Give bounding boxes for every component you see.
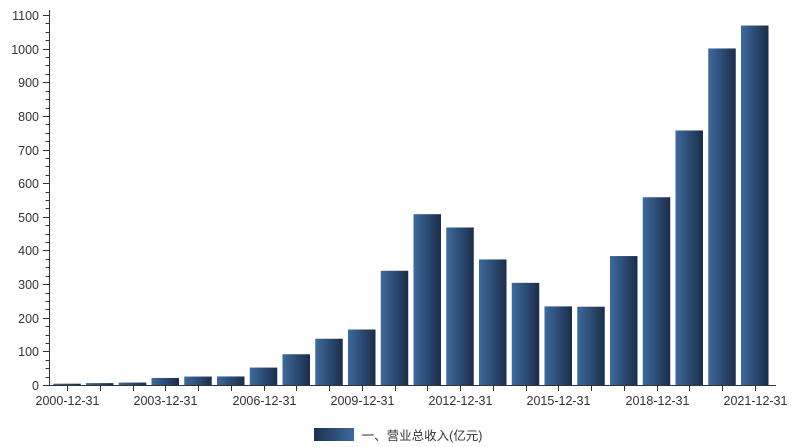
y-tick-label: 300 xyxy=(18,278,39,292)
bar-2011-12-31[interactable] xyxy=(413,214,442,385)
x-tick-label: 2021-12-31 xyxy=(724,394,788,408)
y-tick-label: 1000 xyxy=(11,43,39,57)
bar-2005-12-31[interactable] xyxy=(217,376,245,385)
x-tick-label: 2006-12-31 xyxy=(233,394,297,408)
legend-swatch xyxy=(313,427,354,441)
bar-2010-12-31[interactable] xyxy=(380,270,409,385)
bar-2020-12-31[interactable] xyxy=(708,48,736,385)
y-tick-label: 800 xyxy=(18,110,39,124)
x-tick-label: 2012-12-31 xyxy=(429,394,493,408)
x-tick-label: 2018-12-31 xyxy=(626,394,690,408)
bar-2007-12-31[interactable] xyxy=(282,354,311,385)
bar-2004-12-31[interactable] xyxy=(184,376,212,385)
bar-2015-12-31[interactable] xyxy=(544,306,573,385)
bar-2012-12-31[interactable] xyxy=(446,227,474,385)
y-tick-label: 1100 xyxy=(12,9,39,23)
bar-2002-12-31[interactable] xyxy=(118,382,147,385)
x-tick-label: 2000-12-31 xyxy=(36,394,100,408)
legend-label: 一、营业总收入(亿元) xyxy=(361,428,483,443)
bar-2019-12-31[interactable] xyxy=(675,130,704,385)
bar-2014-12-31[interactable] xyxy=(511,282,540,385)
bar-2013-12-31[interactable] xyxy=(479,259,507,385)
bar-2000-12-31[interactable] xyxy=(53,383,81,385)
bar-2018-12-31[interactable] xyxy=(642,197,671,385)
y-tick-label: 100 xyxy=(18,345,39,359)
y-tick-label: 0 xyxy=(32,379,39,393)
y-tick-label: 200 xyxy=(18,312,39,326)
bar-2001-12-31[interactable] xyxy=(86,383,114,385)
y-tick-label: 700 xyxy=(18,144,39,158)
bar-2006-12-31[interactable] xyxy=(249,367,278,385)
y-tick-label: 400 xyxy=(18,244,39,258)
bar-2009-12-31[interactable] xyxy=(348,329,376,386)
legend-item-revenue[interactable]: 一、营业总收入(亿元) xyxy=(0,426,796,443)
x-tick-label: 2009-12-31 xyxy=(331,394,395,408)
bar-2017-12-31[interactable] xyxy=(610,256,638,385)
bar-2021-12-31[interactable] xyxy=(741,25,769,386)
y-tick-label: 600 xyxy=(18,177,39,191)
x-tick-label: 2003-12-31 xyxy=(134,394,198,408)
x-tick-label: 2015-12-31 xyxy=(527,394,591,408)
y-tick-label: 900 xyxy=(18,76,39,90)
bar-2003-12-31[interactable] xyxy=(151,377,180,385)
y-tick-label: 500 xyxy=(18,211,39,225)
bar-2008-12-31[interactable] xyxy=(315,338,343,385)
bar-2016-12-31[interactable] xyxy=(577,306,605,385)
